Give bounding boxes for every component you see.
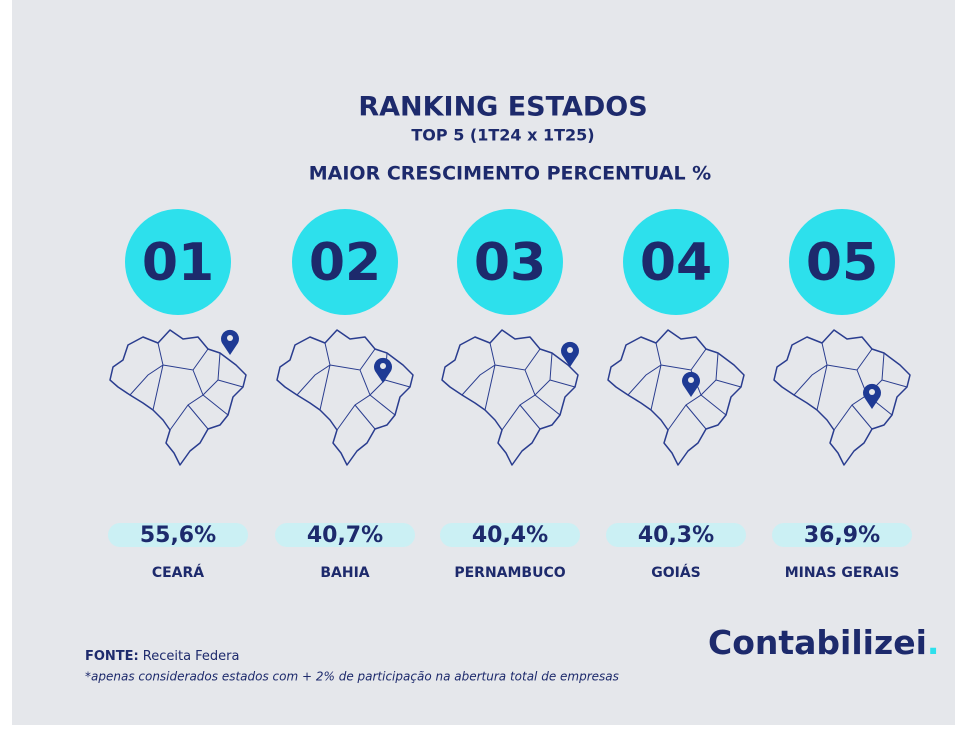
title: RANKING ESTADOS [358,92,647,123]
map-borders [793,342,908,431]
value: 40,3% [638,523,714,548]
background [12,0,955,725]
rank: 05 [806,233,878,293]
value: 40,7% [307,523,383,548]
map-outline [109,329,247,466]
map-outline [276,329,414,466]
brush [275,523,415,547]
map [441,329,579,466]
source: FONTE: Receita Federa [85,649,240,664]
pin-hole [688,377,694,383]
map-outline [607,329,745,466]
pin [221,329,239,355]
map [109,329,247,466]
note: *apenas considerados estados com + 2% de… [85,670,619,684]
state: BAHIA [320,565,369,581]
subtitle: TOP 5 (1T24 x 1T25) [411,126,594,145]
state: CEARÁ [152,564,204,581]
rank: 03 [474,233,546,293]
source-label: FONTE: [85,649,139,664]
brush [440,523,580,547]
rank-circle [457,209,563,315]
rank-circle [125,209,231,315]
logo-text: Contabilizei [708,623,927,662]
state: MINAS GERAIS [785,565,900,581]
heading: MAIOR CRESCIMENTO PERCENTUAL % [309,163,711,185]
rank: 04 [640,233,712,293]
state: PERNAMBUCO [454,565,565,581]
pin [863,383,881,409]
map-borders [129,342,244,431]
value: 55,6% [140,523,216,548]
map [276,329,414,466]
pin [682,371,700,397]
value: 40,4% [472,523,548,548]
pin-hole [380,363,386,369]
rank-circle [292,209,398,315]
pin [561,341,579,367]
map-borders [461,342,576,431]
pin-hole [567,347,573,353]
brush [606,523,746,547]
pin-hole [869,389,875,395]
map-outline [441,329,579,466]
state: GOIÁS [651,564,701,581]
value: 36,9% [804,523,880,548]
pin [374,357,392,383]
rank-circle [623,209,729,315]
source-text: Receita Federa [143,649,240,664]
pin-hole [227,335,233,341]
brush [108,523,248,547]
logo: Contabilizei. [708,623,939,662]
map [773,329,911,466]
logo-dot: . [927,623,940,662]
map-outline [773,329,911,466]
rank: 02 [309,233,381,293]
map-borders [627,342,742,431]
rank-circle [789,209,895,315]
map [607,329,745,466]
brush [772,523,912,547]
rank: 01 [142,233,214,293]
